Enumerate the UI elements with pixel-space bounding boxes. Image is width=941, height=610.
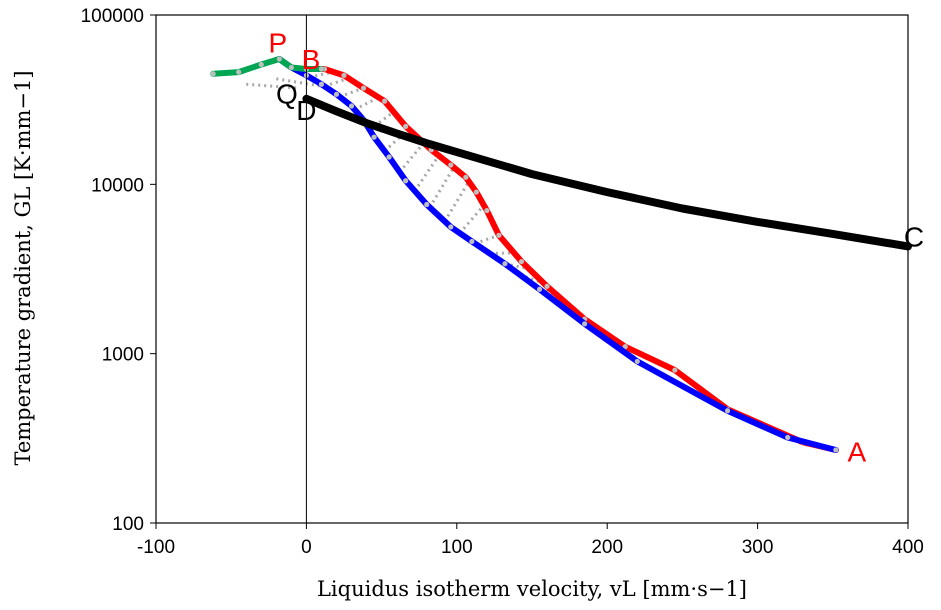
- hatch-line: [246, 82, 299, 90]
- data-point: [386, 154, 392, 160]
- tick-labels: -100 0 100 200 300 400 100 1000 10000 100000: [81, 6, 924, 558]
- series-line: [302, 94, 912, 251]
- data-point: [236, 69, 242, 75]
- x-tick-label: 400: [892, 537, 924, 558]
- data-point: [544, 283, 550, 289]
- data-point: [382, 98, 388, 104]
- data-point: [424, 201, 430, 208]
- data-point: [348, 103, 355, 109]
- data-point: [672, 367, 678, 373]
- data-point: [518, 258, 525, 265]
- data-point: [288, 64, 294, 71]
- data-point: [258, 61, 264, 68]
- hatch-line: [323, 76, 349, 88]
- annotation-label: D: [296, 95, 316, 126]
- data-point: [371, 134, 377, 140]
- hatch-line: [368, 110, 395, 131]
- data-point: [833, 447, 839, 453]
- annotation-label: Q: [276, 79, 298, 110]
- hatch-line: [458, 204, 486, 235]
- data-point: [622, 344, 628, 350]
- data-point: [469, 238, 475, 245]
- data-point: [502, 261, 508, 267]
- hatch-line: [276, 77, 322, 88]
- data-point: [210, 71, 216, 77]
- hatch-line: [519, 273, 545, 285]
- data-point: [496, 232, 502, 238]
- hatch-line: [489, 251, 515, 256]
- y-tick-label: 100000: [81, 6, 144, 27]
- annotation-label: C: [904, 221, 924, 252]
- data-point: [536, 286, 543, 292]
- data-point: [448, 224, 454, 230]
- series-layer: [210, 56, 912, 453]
- plot-frame: [155, 14, 909, 524]
- data-point: [582, 321, 588, 327]
- y-tick-label: 1000: [102, 345, 144, 366]
- annotation-label: A: [848, 437, 867, 468]
- hatch-line: [413, 154, 440, 192]
- axes: [150, 14, 909, 529]
- annotation-label: P: [268, 28, 287, 59]
- y-axis-title: Temperature gradient, GL [K·mm−1]: [11, 70, 35, 465]
- hatch-line: [398, 141, 425, 174]
- data-point: [463, 174, 469, 180]
- data-point: [360, 85, 367, 91]
- x-tick-label: -100: [137, 537, 175, 558]
- data-point: [318, 81, 325, 87]
- data-point: [473, 189, 479, 195]
- annotation-label: B: [302, 44, 321, 75]
- x-tick-label: 200: [591, 537, 623, 558]
- data-point: [403, 123, 409, 129]
- y-tick-label: 100: [112, 514, 144, 535]
- hatch-line: [353, 96, 380, 111]
- hatch-line: [474, 233, 500, 245]
- series-line: [306, 66, 839, 453]
- data-point: [318, 66, 325, 72]
- x-axis-title: Liquidus isotherm velocity, vL [mm·s−1]: [317, 577, 747, 601]
- data-point: [484, 207, 490, 214]
- data-point: [448, 162, 454, 168]
- hatch-line: [504, 262, 530, 271]
- x-tick-label: 0: [301, 537, 312, 558]
- data-point: [634, 358, 640, 365]
- hatch-line: [428, 166, 456, 209]
- data-point: [341, 72, 347, 78]
- x-tick-label: 300: [742, 537, 774, 558]
- x-tick-label: 100: [441, 537, 473, 558]
- data-point: [724, 408, 731, 414]
- hatch-line: [443, 180, 471, 223]
- y-tick-label: 10000: [91, 175, 144, 196]
- data-point: [276, 56, 282, 62]
- hatch-line: [309, 70, 334, 79]
- data-point: [333, 91, 340, 97]
- data-point: [785, 434, 791, 441]
- series-line: [276, 56, 839, 453]
- hatch-line: [338, 86, 365, 99]
- data-point: [403, 178, 409, 184]
